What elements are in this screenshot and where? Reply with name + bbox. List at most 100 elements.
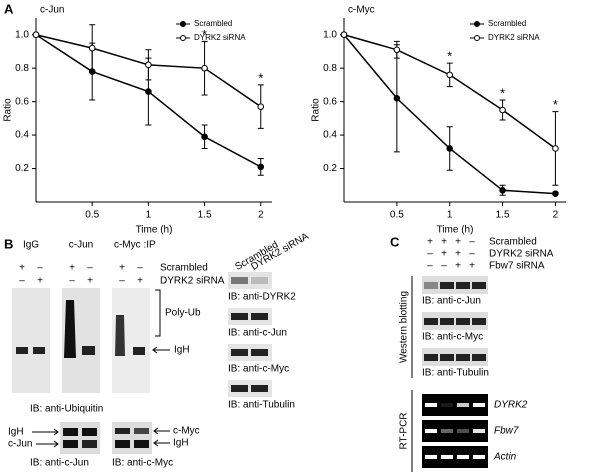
legend-label: Scrambled xyxy=(194,19,232,28)
band-label: IgH xyxy=(173,438,189,449)
y-tick-label: 0.2 xyxy=(15,163,29,174)
sign: + xyxy=(469,261,475,272)
x-tick-label: 2 xyxy=(553,210,559,221)
marker xyxy=(393,94,401,102)
x-tick-label: 1 xyxy=(146,210,152,221)
x-tick-label: 1.5 xyxy=(198,210,212,221)
band-label: c-Myc xyxy=(173,426,200,437)
chart-title: c-Myc xyxy=(348,5,375,16)
marker xyxy=(552,145,559,152)
chart-title: c-Jun xyxy=(40,5,64,16)
gel-band xyxy=(457,455,469,459)
sign: – xyxy=(427,249,433,260)
marker xyxy=(88,44,96,52)
y-tick-label: 0.6 xyxy=(15,96,29,107)
y-axis-label: Ratio xyxy=(3,98,14,122)
band xyxy=(472,282,486,289)
band xyxy=(440,282,454,289)
legend-marker xyxy=(180,21,186,27)
blot-label: IB: anti-c-Myc xyxy=(228,364,289,375)
marker xyxy=(32,31,40,39)
marker xyxy=(201,64,208,72)
annotation: * xyxy=(500,85,505,100)
legend-label: Scrambled xyxy=(488,19,526,28)
band xyxy=(33,347,45,354)
sign: + xyxy=(137,276,143,287)
y-tick-label: 0.6 xyxy=(323,96,337,107)
sign-grid: + + + – Scrambled– + + – DYRK2 siRNA– – + + Fbw7 siR… xyxy=(427,237,554,272)
blot-label: IB: anti-Tubulin xyxy=(422,368,489,379)
sign: – xyxy=(441,261,447,272)
sign: – xyxy=(469,249,475,260)
x-tick-label: 2 xyxy=(258,210,264,221)
blot xyxy=(228,308,272,325)
x-axis-label: Time (h) xyxy=(136,225,173,236)
band xyxy=(440,318,454,325)
bracket xyxy=(155,289,161,337)
blot xyxy=(228,272,272,289)
gel-band xyxy=(473,455,485,459)
sign: + xyxy=(427,237,433,248)
gel xyxy=(422,394,488,416)
arrow xyxy=(152,346,170,354)
blot xyxy=(228,344,272,361)
panel-label: B xyxy=(4,236,13,251)
band xyxy=(424,354,438,361)
x-tick-label: 0.5 xyxy=(85,210,99,221)
sign: – xyxy=(469,237,475,248)
gel xyxy=(422,420,488,442)
y-tick-label: 0.4 xyxy=(323,130,337,141)
blot xyxy=(422,348,488,366)
blot-label: IB: anti-c-Myc xyxy=(422,332,483,343)
panel-label: C xyxy=(390,234,400,249)
gel-band xyxy=(457,429,469,433)
arrow xyxy=(153,427,170,447)
band xyxy=(456,282,470,289)
section-label: RT-PCR xyxy=(399,412,410,449)
band xyxy=(134,428,149,434)
arrow xyxy=(32,428,59,448)
sign: + xyxy=(69,263,75,274)
row-label: DYRK2 siRNA xyxy=(160,276,225,287)
gel xyxy=(422,446,488,468)
blot-label: IB: anti-Tubulin xyxy=(228,400,295,411)
row-label: DYRK2 siRNA xyxy=(489,249,554,260)
gel-band xyxy=(425,403,437,407)
x-axis-label: Time (h) xyxy=(437,225,474,236)
band xyxy=(231,385,248,392)
annotation: * xyxy=(258,70,263,85)
blot-label: IB: anti-c-Myc xyxy=(112,458,173,469)
band xyxy=(231,313,248,320)
band xyxy=(82,440,97,448)
blot xyxy=(228,380,272,397)
band xyxy=(63,440,78,448)
sign: + xyxy=(455,237,461,248)
band xyxy=(472,318,486,325)
x-tick-label: 1 xyxy=(447,210,453,221)
legend-marker xyxy=(474,21,480,27)
smear xyxy=(115,315,125,356)
band xyxy=(456,318,470,325)
c-blots: IB: anti-c-Jun IB: anti-c-Myc IB: anti-Tub… xyxy=(422,276,528,468)
band xyxy=(251,277,268,284)
blot-label: IB: anti-c-Jun xyxy=(228,328,287,339)
y-axis-label: Ratio xyxy=(311,98,322,122)
band xyxy=(16,347,28,354)
lysate-blots: IB: anti-DYRK2 IB: anti-c-Jun IB: anti-c-M… xyxy=(228,272,296,411)
marker xyxy=(393,46,401,54)
ip-group: c-Myc :IP xyxy=(114,240,156,251)
sign: – xyxy=(19,276,25,287)
blot-label: IB: anti-c-Jun xyxy=(422,296,481,307)
annotation: * xyxy=(202,27,207,42)
ip-group: IgG xyxy=(23,240,39,251)
x-tick-label: 0.5 xyxy=(390,210,404,221)
band xyxy=(472,354,486,361)
band xyxy=(456,354,470,361)
section-label: Western blotting xyxy=(399,291,410,363)
marker xyxy=(499,186,506,194)
blot xyxy=(112,422,152,454)
gene-label: DYRK2 xyxy=(494,400,528,411)
marker xyxy=(201,133,208,141)
legend-marker xyxy=(474,35,480,41)
